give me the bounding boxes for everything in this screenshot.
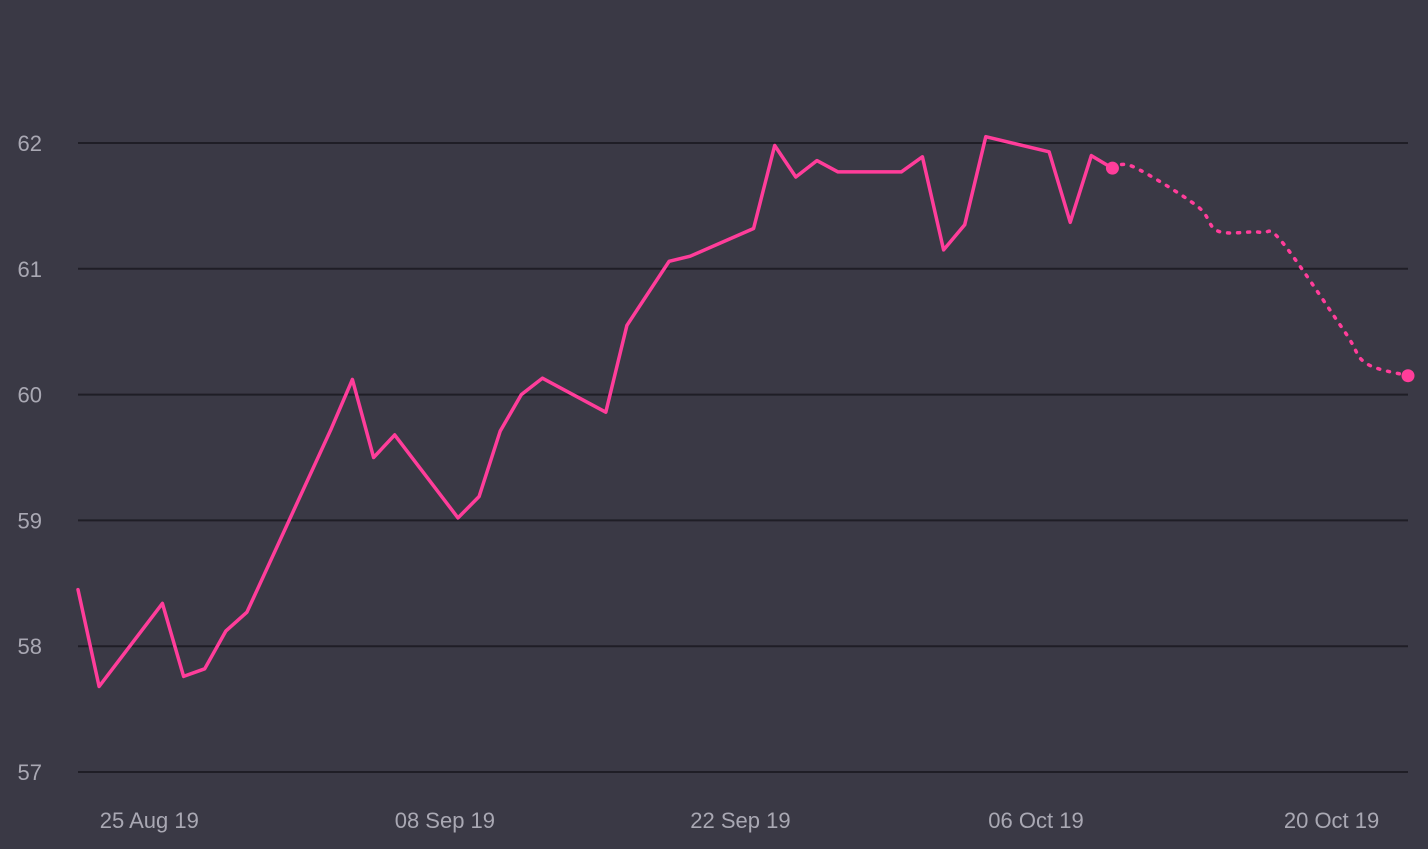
y-tick-label: 57 bbox=[18, 760, 42, 785]
last-value-marker bbox=[1105, 161, 1119, 175]
y-tick-label: 61 bbox=[18, 257, 42, 282]
forecast-series-line bbox=[1110, 162, 1410, 378]
y-axis-ticks: 57 58 59 60 61 62 bbox=[18, 131, 42, 785]
y-tick-label: 58 bbox=[18, 634, 42, 659]
x-tick-label: 25 Aug 19 bbox=[100, 808, 199, 833]
gridlines bbox=[78, 142, 1408, 773]
y-tick-label: 59 bbox=[18, 508, 42, 533]
x-tick-label: 06 Oct 19 bbox=[988, 808, 1083, 833]
forecast-end-marker bbox=[1401, 369, 1415, 383]
series bbox=[76, 134, 1410, 689]
y-tick-label: 60 bbox=[18, 383, 42, 408]
markers bbox=[1105, 161, 1415, 383]
x-tick-label: 22 Sep 19 bbox=[690, 808, 790, 833]
x-tick-label: 08 Sep 19 bbox=[395, 808, 495, 833]
x-axis-ticks: 25 Aug 19 08 Sep 19 22 Sep 19 06 Oct 19 20 O… bbox=[100, 808, 1379, 833]
price-series-line bbox=[76, 134, 1115, 689]
y-tick-label: 62 bbox=[18, 131, 42, 156]
x-tick-label: 20 Oct 19 bbox=[1284, 808, 1379, 833]
